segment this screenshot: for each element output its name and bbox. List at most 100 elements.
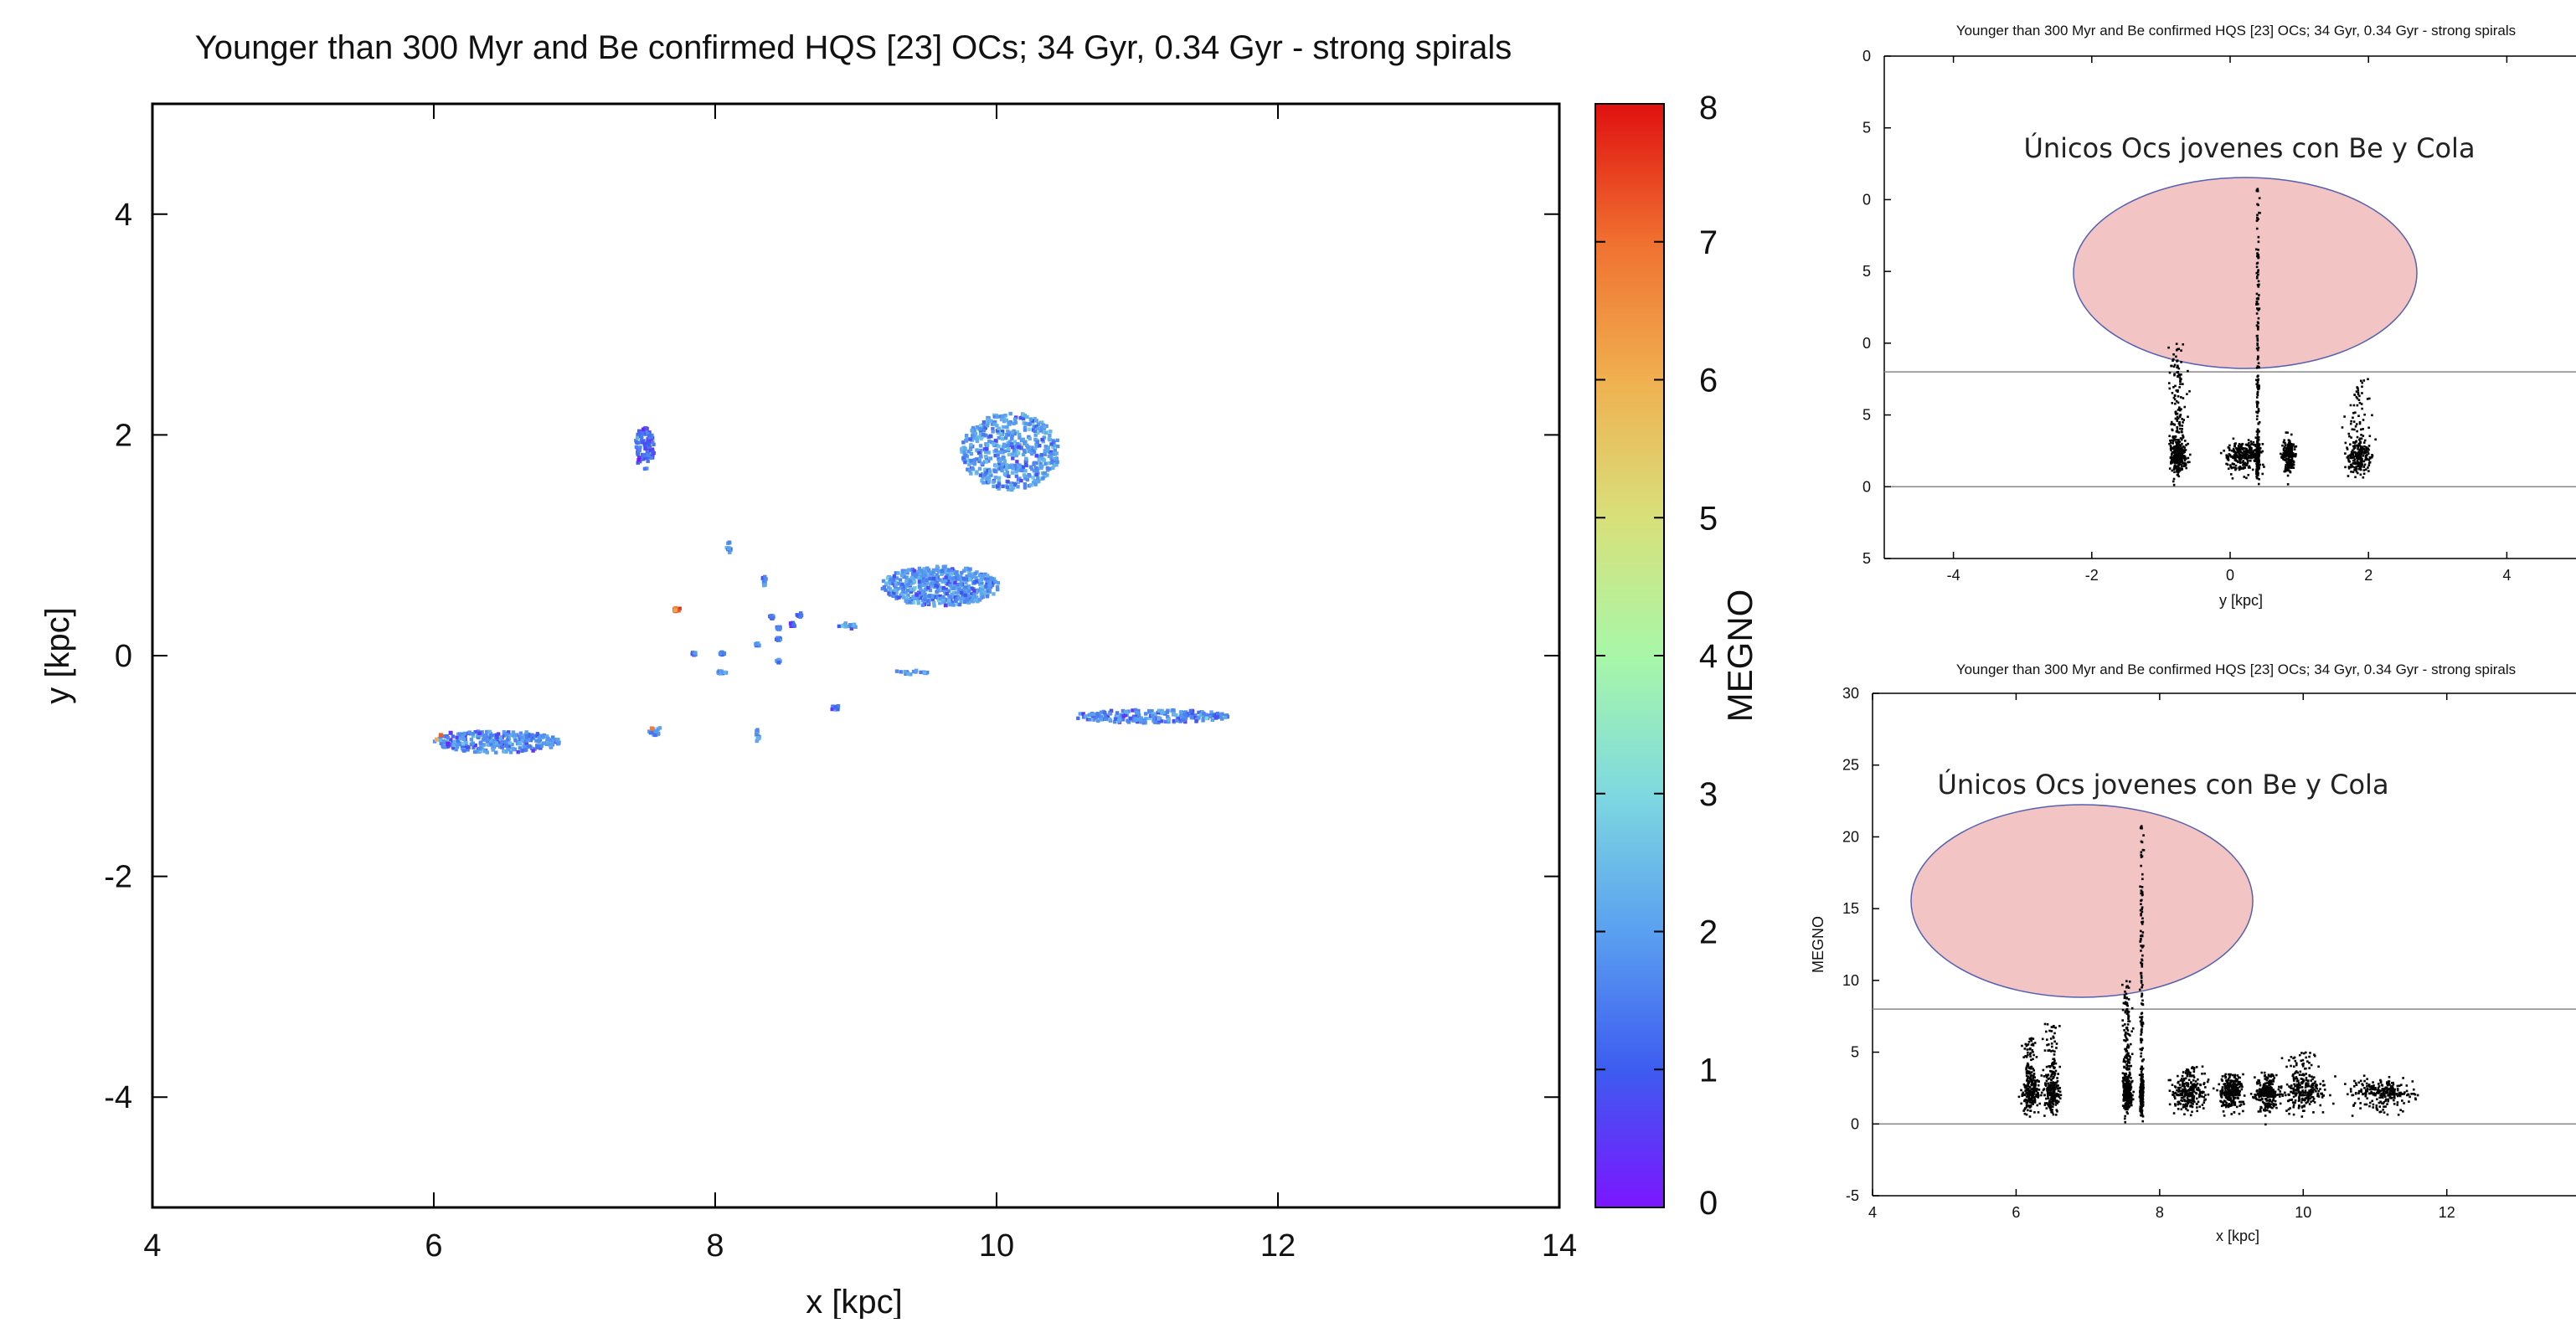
side-point xyxy=(2141,1012,2144,1014)
side-point xyxy=(2248,445,2250,448)
side-point xyxy=(2173,397,2176,399)
main-point xyxy=(921,603,925,606)
side-point xyxy=(2141,959,2143,961)
main-point xyxy=(505,744,508,747)
side-point xyxy=(2234,459,2237,461)
side-point xyxy=(2367,470,2370,472)
side-point xyxy=(2054,1095,2057,1098)
side-point xyxy=(2034,1042,2037,1044)
side-point xyxy=(2364,440,2367,442)
main-point xyxy=(1076,717,1079,720)
side-point xyxy=(2354,458,2357,461)
side-point xyxy=(2244,456,2247,459)
main-point xyxy=(524,735,528,739)
side-point xyxy=(2239,469,2241,471)
main-point xyxy=(934,584,937,587)
side-point xyxy=(2257,374,2259,377)
main-point xyxy=(1108,718,1111,721)
main-point xyxy=(972,458,976,461)
main-point xyxy=(989,435,992,438)
side-point xyxy=(2257,326,2259,328)
side-point xyxy=(2124,1118,2126,1120)
main-point xyxy=(470,738,473,741)
main-point xyxy=(1010,488,1013,492)
side-point xyxy=(2257,389,2259,391)
side-point xyxy=(2233,445,2236,447)
side-point xyxy=(2355,425,2357,428)
main-point xyxy=(988,469,992,472)
side-point xyxy=(2181,418,2183,420)
side-point xyxy=(2177,375,2179,378)
main-point xyxy=(904,579,908,583)
side-point xyxy=(2130,1099,2132,1102)
side-point xyxy=(2295,453,2297,456)
main-point xyxy=(944,604,947,607)
side-point xyxy=(2286,444,2289,446)
side-point xyxy=(2140,1033,2142,1036)
main-point xyxy=(467,730,471,734)
main-point xyxy=(508,741,512,744)
side-point xyxy=(2122,1104,2125,1107)
side-point xyxy=(2141,1048,2143,1051)
main-point xyxy=(727,547,730,550)
side-point xyxy=(2053,1067,2055,1069)
main-point xyxy=(439,739,442,742)
main-point xyxy=(936,589,940,592)
side-point xyxy=(2052,1091,2054,1094)
main-point xyxy=(991,430,994,433)
side-point xyxy=(2256,464,2259,466)
side-point xyxy=(2130,1081,2133,1084)
side-point xyxy=(2248,442,2250,445)
side-point xyxy=(2125,1057,2128,1059)
side-point xyxy=(2132,1027,2135,1030)
side-point xyxy=(2026,1088,2028,1090)
side-point xyxy=(2182,456,2185,459)
side-point xyxy=(2249,466,2251,469)
side-point xyxy=(2291,464,2294,466)
side-point xyxy=(2177,409,2180,411)
side-point xyxy=(2176,342,2178,345)
main-point xyxy=(1008,466,1012,469)
side-point xyxy=(2044,1023,2047,1026)
side-point xyxy=(2357,404,2359,407)
main-point xyxy=(1182,718,1186,722)
side-point xyxy=(2353,404,2356,407)
side-point xyxy=(2239,461,2242,464)
main-point xyxy=(1001,437,1004,440)
main-point xyxy=(992,480,995,483)
side-point xyxy=(2244,464,2246,466)
main-point xyxy=(1189,709,1193,713)
main-point xyxy=(451,744,455,747)
main-point xyxy=(972,462,976,466)
side-point xyxy=(2351,464,2353,466)
side-x-tick-label: -4 xyxy=(1947,567,1960,584)
side-point xyxy=(2362,466,2365,468)
side-point xyxy=(2046,1038,2048,1041)
side-point xyxy=(2180,349,2182,352)
side-point xyxy=(2357,462,2359,465)
main-point xyxy=(981,576,984,579)
side-point xyxy=(2362,428,2364,430)
main-point xyxy=(435,738,439,742)
side-point xyxy=(2178,373,2181,376)
side-point xyxy=(2353,394,2356,396)
main-point xyxy=(1079,712,1082,715)
side-point xyxy=(2047,1083,2049,1085)
side-band xyxy=(2342,378,2377,478)
side-point xyxy=(2140,945,2142,947)
side-point xyxy=(2126,1002,2129,1005)
main-point xyxy=(1037,480,1040,483)
side-point xyxy=(2353,429,2356,431)
side-point xyxy=(2130,1065,2132,1068)
side-point xyxy=(2141,873,2144,876)
side-point xyxy=(2182,436,2185,439)
side-point xyxy=(2141,1109,2144,1112)
side-point xyxy=(2056,1077,2058,1079)
main-point xyxy=(914,574,917,578)
side-point xyxy=(2052,1088,2054,1090)
main-point xyxy=(992,442,995,445)
colorbar-tick-label: 1 xyxy=(1699,1052,1718,1089)
main-point xyxy=(955,570,958,574)
side-point xyxy=(2170,423,2172,425)
side-point xyxy=(2252,469,2254,471)
